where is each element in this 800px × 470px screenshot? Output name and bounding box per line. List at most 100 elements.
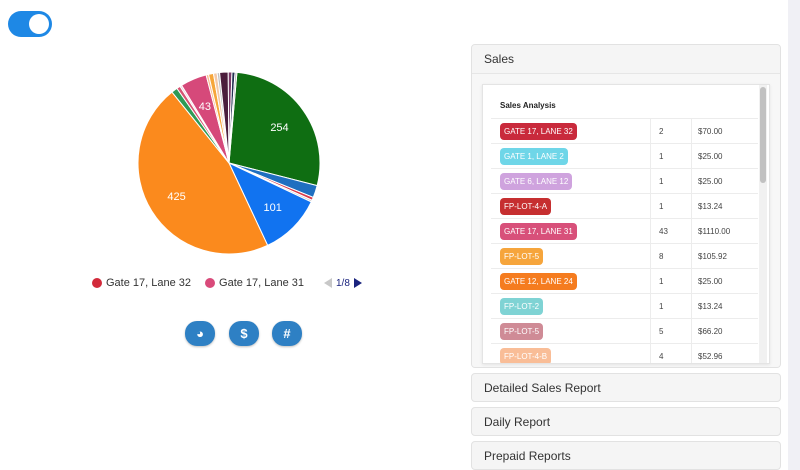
row-amount: $25.00 [698,151,723,161]
pie-chart-icon: ◕ [196,326,204,341]
column-divider [691,169,692,193]
scrollbar-thumb[interactable] [760,87,766,183]
page-scrollbar[interactable] [788,0,800,470]
legend-item[interactable]: Gate 17, Lane 31 [205,277,304,289]
column-divider [650,244,651,268]
hash-icon: # [283,326,291,341]
sales-panel-body: Sales Analysis GATE 17, LANE 32 2 $70.00 GA… [472,74,780,367]
column-divider [650,194,651,218]
slice-label: 43 [199,101,211,113]
location-badge: GATE 17, LANE 32 [500,123,577,140]
location-badge: FP-LOT-4-B [500,348,552,363]
table-row: GATE 6, LANE 12 1 $25.00 [491,169,758,194]
row-amount: $25.00 [698,176,723,186]
location-badge: GATE 1, LANE 2 [500,148,568,165]
column-divider [650,144,651,168]
table-row: GATE 17, LANE 31 43 $1110.00 [491,219,758,244]
column-divider [650,169,651,193]
toggle-knob [29,14,49,34]
row-amount: $13.24 [698,201,723,211]
column-divider [691,194,692,218]
pie-slice[interactable] [137,91,269,255]
location-badge: FP-LOT-2 [500,298,544,315]
location-badge: FP-LOT-4-A [500,198,552,215]
hash-button[interactable]: # [272,321,302,346]
row-count: 1 [659,301,664,311]
row-count: 43 [659,226,668,236]
row-label-cell: GATE 17, LANE 31 [500,223,577,240]
sales-panel-header[interactable]: Sales [472,45,780,74]
legend-item[interactable]: Gate 17, Lane 32 [92,277,191,289]
legend-marker [205,278,216,288]
table-row: FP-LOT-4-A 1 $13.24 [491,194,758,219]
sales-panel: Sales Sales Analysis GATE 17, LANE 32 2 $7… [471,44,781,368]
row-label-cell: GATE 12, LANE 24 [500,273,577,290]
row-label-cell: FP-LOT-4-B [500,348,552,363]
row-label-cell: FP-LOT-5 [500,323,544,340]
column-divider [691,319,692,343]
slice-label: 425 [167,191,185,203]
view-toggle[interactable] [8,11,52,37]
column-divider [650,319,651,343]
legend-pagination: 1/8 [324,276,362,290]
legend-label: Gate 17, Lane 32 [106,277,192,289]
location-badge: GATE 17, LANE 31 [500,223,577,240]
table-row: GATE 1, LANE 2 1 $25.00 [491,144,758,169]
column-divider [691,219,692,243]
prepaid-reports-header[interactable]: Prepaid Reports [471,441,781,470]
pie-slice[interactable] [228,71,321,187]
column-divider [691,269,692,293]
table-row: FP-LOT-5 5 $66.20 [491,319,758,344]
row-count: 2 [659,126,664,136]
legend-page-indicator: 1/8 [336,277,350,289]
table-row: FP-LOT-2 1 $13.24 [491,294,758,319]
legend-label: Gate 17, Lane 31 [219,277,305,289]
dollar-button[interactable]: $ [229,321,259,346]
table-row: GATE 12, LANE 24 1 $25.00 [491,269,758,294]
row-amount: $52.96 [698,351,723,361]
pie-chart-button[interactable]: ◕ [185,321,215,346]
row-count: 1 [659,176,664,186]
sales-analysis-table: Sales Analysis GATE 17, LANE 32 2 $70.00 GA… [491,93,758,363]
row-count: 8 [659,251,664,261]
daily-report-header[interactable]: Daily Report [471,407,781,436]
column-divider [650,269,651,293]
location-badge: FP-LOT-5 [500,248,544,265]
row-label-cell: GATE 1, LANE 2 [500,148,568,165]
row-count: 5 [659,326,664,336]
legend-next-icon[interactable] [353,278,362,288]
legend-prev-icon[interactable] [324,278,332,288]
column-divider [650,344,651,363]
row-amount: $25.00 [698,276,723,286]
row-count: 4 [659,351,664,361]
pie-slice[interactable] [228,71,238,164]
column-divider [650,219,651,243]
row-label-cell: FP-LOT-2 [500,298,544,315]
location-badge: FP-LOT-5 [500,323,544,340]
sales-scrollbar[interactable] [759,85,767,363]
column-divider [691,294,692,318]
row-label-cell: GATE 17, LANE 32 [500,123,577,140]
row-amount: $105.92 [698,251,727,261]
table-row: FP-LOT-4-B 4 $52.96 [491,344,758,363]
column-divider [691,119,692,143]
row-count: 1 [659,201,664,211]
column-divider [650,119,651,143]
sales-pie-chart: 254 101 425 43 [137,71,321,255]
legend-marker [92,278,102,288]
row-amount: $66.20 [698,326,723,336]
sales-scroll-area[interactable]: Sales Analysis GATE 17, LANE 32 2 $70.00 GA… [482,84,770,364]
slice-label: 101 [263,202,281,214]
table-row: FP-LOT-5 8 $105.92 [491,244,758,269]
location-badge: GATE 12, LANE 24 [500,273,577,290]
row-count: 1 [659,276,664,286]
row-count: 1 [659,151,664,161]
row-amount: $1110.00 [698,226,731,236]
row-label-cell: FP-LOT-5 [500,248,544,265]
dollar-icon: $ [240,326,248,341]
row-label-cell: FP-LOT-4-A [500,198,552,215]
location-badge: GATE 6, LANE 12 [500,173,573,190]
detailed-sales-report-header[interactable]: Detailed Sales Report [471,373,781,402]
column-divider [691,144,692,168]
row-label-cell: GATE 6, LANE 12 [500,173,573,190]
